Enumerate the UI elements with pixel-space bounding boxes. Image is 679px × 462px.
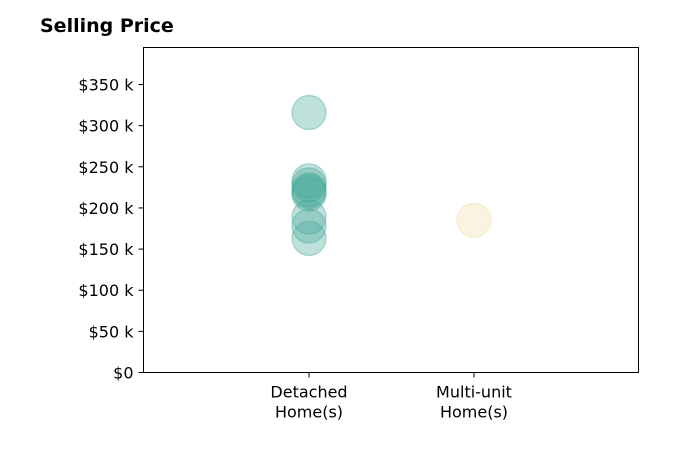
- x-tick-label: Home(s): [440, 403, 508, 422]
- y-tick-label: $100 k: [78, 281, 134, 300]
- data-point: [291, 220, 327, 256]
- y-axis: $0 $50 k $100 k $150 k $200 k $250 k $300 k $35…: [78, 76, 144, 383]
- y-tick-label: $0: [113, 364, 133, 383]
- y-tick-label: $300 k: [78, 117, 134, 136]
- chart-title: Selling Price: [40, 15, 174, 37]
- data-point: [456, 202, 492, 238]
- y-tick-label: $200 k: [78, 199, 134, 218]
- y-tick-label: $50 k: [89, 322, 135, 341]
- data-point: [291, 172, 327, 208]
- x-tick-label: Multi-unit: [436, 383, 512, 402]
- data-point: [291, 163, 327, 199]
- x-tick-label: Home(s): [275, 403, 343, 422]
- plot-frame: [143, 47, 639, 373]
- y-tick-label: $350 k: [78, 76, 134, 95]
- data-point: [291, 208, 327, 244]
- data-points: [291, 94, 492, 256]
- x-tick-label: Detached: [270, 383, 347, 402]
- data-point: [291, 176, 327, 212]
- y-tick-label: $250 k: [78, 158, 134, 177]
- data-point: [291, 94, 327, 131]
- data-point: [291, 173, 327, 210]
- y-tick-label: $150 k: [78, 240, 134, 259]
- data-point: [291, 167, 327, 203]
- data-point: [291, 199, 327, 235]
